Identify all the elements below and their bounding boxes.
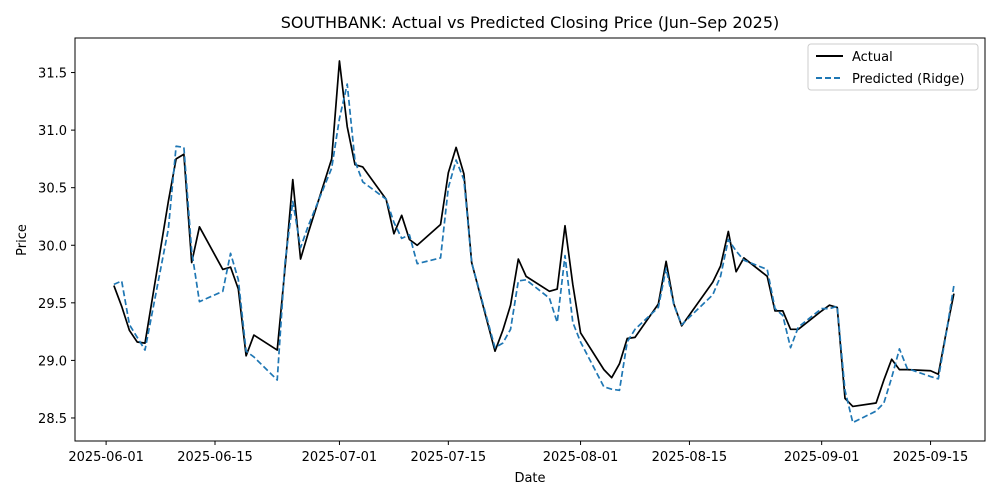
x-axis-label: Date (514, 471, 545, 486)
y-tick-label: 28.5 (38, 412, 67, 427)
legend-box (807, 43, 979, 91)
x-tick-label: 2025-09-15 (893, 450, 969, 465)
x-tick-label: 2025-07-15 (411, 450, 487, 465)
chart-title: SOUTHBANK: Actual vs Predicted Closing P… (281, 13, 780, 32)
legend-label-actual: Actual (852, 50, 893, 65)
y-tick-label: 31.5 (38, 67, 67, 82)
x-tick-label: 2025-08-01 (543, 450, 619, 465)
y-axis-label: Price (15, 224, 30, 256)
series-lines (113, 60, 955, 424)
y-tick-label: 29.0 (38, 354, 67, 369)
predicted-series-line (113, 83, 955, 424)
y-tick-label: 31.0 (38, 124, 67, 139)
x-tick-label: 2025-07-01 (302, 450, 378, 465)
actual-series-line (113, 60, 955, 408)
x-ticks: 2025-06-01 2025-06-15 2025-07-01 2025-07-15… (68, 441, 968, 465)
y-ticks: 28.5 29.0 29.5 30.0 30.5 31.0 31.5 (38, 67, 75, 427)
y-tick-label: 30.5 (38, 182, 67, 197)
x-tick-label: 2025-06-15 (177, 450, 253, 465)
plot-frame (74, 37, 986, 442)
y-tick-label: 30.0 (38, 239, 67, 254)
legend: Actual Predicted (Ridge) (807, 43, 979, 91)
y-tick-label: 29.5 (38, 297, 67, 312)
x-tick-label: 2025-09-01 (784, 450, 860, 465)
x-tick-label: 2025-08-15 (652, 450, 728, 465)
x-tick-label: 2025-06-01 (68, 450, 144, 465)
legend-label-predicted: Predicted (Ridge) (852, 72, 964, 87)
